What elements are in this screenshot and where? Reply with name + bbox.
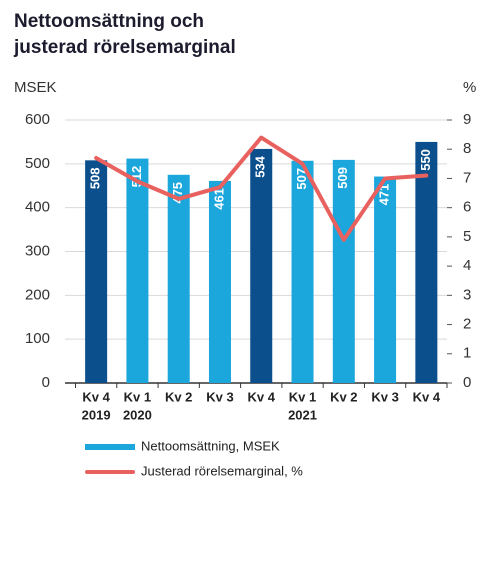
x-group-label: 2020 [123, 407, 152, 422]
data-label: 508 [88, 167, 103, 189]
y-tick-label: 100 [25, 330, 50, 347]
x-tick-label: Kv 4 [413, 389, 441, 404]
x-group-label: 2021 [288, 407, 317, 422]
y2-axis-label: % [463, 79, 476, 96]
x-tick-label: Kv 3 [371, 389, 398, 404]
y-tick-label: 0 [42, 374, 50, 391]
y2-tick-label: 5 [463, 228, 471, 245]
bar [167, 174, 190, 383]
bar [374, 176, 397, 383]
y-axis-label: MSEK [14, 79, 57, 96]
x-tick-label: Kv 3 [206, 389, 233, 404]
chart-title: Nettoomsättning och [14, 11, 204, 32]
chart-title: justerad rörelsemarginal [13, 37, 236, 58]
x-tick-label: Kv 4 [82, 389, 110, 404]
y-tick-label: 600 [25, 111, 50, 128]
x-tick-label: Kv 2 [330, 389, 357, 404]
bar [126, 158, 149, 383]
x-tick-label: Kv 1 [124, 389, 151, 404]
bar [250, 148, 273, 383]
x-tick-label: Kv 4 [248, 389, 276, 404]
y2-tick-label: 3 [463, 286, 471, 303]
y2-tick-label: 8 [463, 140, 471, 157]
data-label: 550 [418, 149, 433, 171]
legend-label: Justerad rörelsemarginal, % [141, 463, 303, 478]
y-tick-label: 500 [25, 155, 50, 172]
bar [332, 159, 355, 383]
legend-swatch [85, 444, 135, 450]
x-group-label: 2019 [82, 407, 111, 422]
y2-tick-label: 1 [463, 345, 471, 362]
data-label: 461 [211, 188, 226, 210]
legend-label: Nettoomsättning, MSEK [141, 438, 280, 453]
data-label: 507 [294, 168, 309, 190]
y2-tick-label: 4 [463, 257, 471, 274]
y2-tick-label: 6 [463, 199, 471, 216]
y-tick-label: 200 [25, 286, 50, 303]
x-tick-label: Kv 1 [289, 389, 316, 404]
bar [415, 141, 438, 383]
y-tick-label: 400 [25, 199, 50, 216]
data-label: 509 [335, 167, 350, 189]
line [94, 135, 429, 242]
bar [291, 160, 314, 383]
y2-tick-label: 7 [463, 169, 471, 186]
y2-tick-label: 2 [463, 316, 471, 333]
bar [85, 160, 108, 383]
x-tick-label: Kv 2 [165, 389, 192, 404]
y-tick-label: 300 [25, 242, 50, 259]
bar [208, 180, 231, 383]
y2-tick-label: 0 [463, 374, 471, 391]
data-label: 534 [253, 155, 268, 177]
y2-tick-label: 9 [463, 111, 471, 128]
